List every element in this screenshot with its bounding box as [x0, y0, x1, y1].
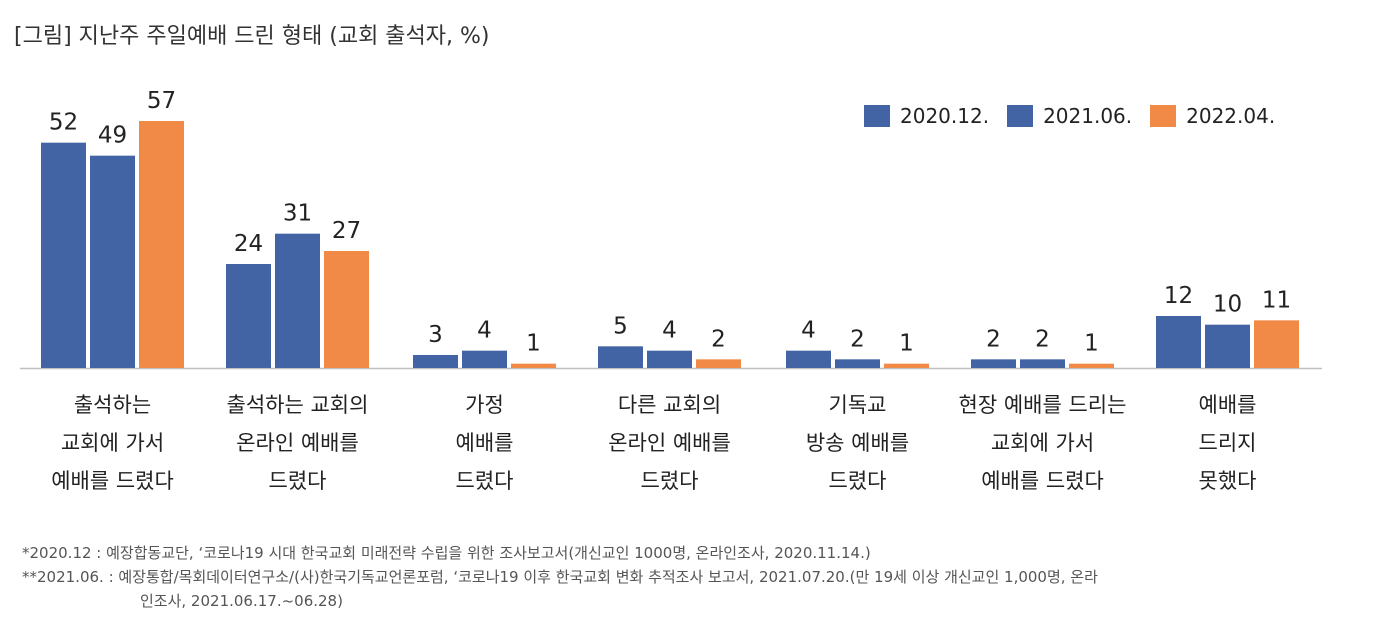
data-label-5-series-1: 4: [801, 318, 816, 344]
category-label-3-line-3: 드렸다: [456, 469, 514, 493]
bar-6-series-3: [1069, 363, 1114, 368]
bar-7-series-1: [1156, 316, 1201, 368]
bar-4-series-3: [696, 359, 741, 368]
legend-label-2022-04: 2022.04.: [1186, 104, 1276, 128]
bar-2-series-1: [226, 264, 271, 368]
bar-5-series-3: [884, 363, 929, 368]
data-label-2-series-3: 27: [332, 218, 361, 244]
data-label-3-series-2: 4: [477, 318, 492, 344]
data-label-6-series-2: 2: [1035, 326, 1050, 352]
category-label-6-line-1: 현장 예배를 드리는: [959, 393, 1127, 417]
data-label-4-series-3: 2: [711, 326, 726, 352]
bar-6-series-2: [1020, 359, 1065, 368]
category-label-6-line-3: 예배를 드렸다: [981, 469, 1104, 493]
data-label-2-series-2: 31: [283, 201, 312, 227]
category-label-2-line-1: 출석하는 교회의: [227, 393, 369, 417]
data-label-6-series-1: 2: [986, 326, 1001, 352]
category-label-5-line-1: 기독교: [829, 393, 887, 417]
category-label-5-line-3: 드렸다: [829, 469, 887, 493]
category-label-7-line-3: 못했다: [1199, 469, 1257, 493]
bar-1-series-1: [41, 142, 86, 368]
bar-5-series-2: [835, 359, 880, 368]
data-label-7-series-1: 12: [1164, 283, 1193, 309]
bar-7-series-2: [1205, 324, 1250, 368]
category-label-4-line-2: 온라인 예배를: [608, 431, 731, 455]
legend: 2020.12. 2021.06. 2022.04.: [864, 104, 1275, 128]
bar-2-series-2: [275, 233, 320, 368]
bar-3-series-1: [413, 355, 458, 368]
category-label-5-line-2: 방송 예배를: [806, 431, 909, 455]
bar-3-series-2: [462, 350, 507, 368]
legend-swatch-2020-12: [864, 105, 890, 127]
source-note-3: 인조사, 2021.06.17.~06.28): [140, 592, 343, 610]
data-label-2-series-1: 24: [234, 231, 263, 257]
legend-label-2021-06: 2021.06.: [1043, 104, 1133, 128]
bar-3-series-3: [511, 363, 556, 368]
category-label-7-line-2: 드리지: [1199, 431, 1257, 455]
legend-item-2020-12: 2020.12.: [864, 104, 989, 128]
category-label-3-line-2: 예배를: [456, 431, 514, 455]
category-label-1-line-3: 예배를 드렸다: [51, 469, 174, 493]
chart-title: [그림] 지난주 주일예배 드린 형태 (교회 출석자, %): [14, 24, 490, 49]
data-label-7-series-2: 10: [1213, 292, 1242, 318]
data-label-1-series-2: 49: [98, 123, 127, 149]
bar-6-series-1: [971, 359, 1016, 368]
category-label-2-line-3: 드렸다: [269, 469, 327, 493]
legend-label-2020-12: 2020.12.: [900, 104, 990, 128]
category-label-4-line-3: 드렸다: [641, 469, 699, 493]
bar-2-series-3: [324, 251, 369, 368]
category-label-7-line-1: 예배를: [1199, 393, 1257, 417]
category-label-4-line-1: 다른 교회의: [618, 393, 721, 417]
legend-item-2021-06: 2021.06.: [1007, 104, 1132, 128]
data-label-3-series-1: 3: [428, 322, 443, 348]
bar-4-series-1: [598, 346, 643, 368]
category-label-2-line-2: 온라인 예배를: [236, 431, 359, 455]
bar-4-series-2: [647, 350, 692, 368]
legend-swatch-2021-06: [1007, 105, 1034, 127]
legend-item-2022-04: 2022.04.: [1150, 104, 1275, 128]
bar-1-series-2: [90, 155, 135, 368]
data-label-7-series-3: 11: [1262, 287, 1291, 313]
bar-7-series-3: [1254, 320, 1299, 368]
source-note-2: **2021.06. : 예장통합/목회데이터연구소/(사)한국기독교언론포럼,…: [22, 568, 1098, 586]
data-label-6-series-3: 1: [1084, 331, 1099, 357]
data-label-5-series-2: 2: [850, 326, 865, 352]
source-note-1: *2020.12 : 예장합동교단, ‘코로나19 시대 한국교회 미래전략 수…: [22, 544, 871, 562]
data-label-4-series-1: 5: [613, 313, 628, 339]
bar-1-series-3: [139, 121, 184, 368]
data-label-1-series-1: 52: [49, 110, 78, 136]
data-label-4-series-2: 4: [662, 318, 677, 344]
category-label-6-line-2: 교회에 가서: [991, 431, 1094, 455]
data-label-1-series-3: 57: [147, 88, 176, 114]
bar-5-series-1: [786, 350, 831, 368]
source-notes: *2020.12 : 예장합동교단, ‘코로나19 시대 한국교회 미래전략 수…: [22, 541, 1098, 613]
legend-swatch-2022-04: [1150, 105, 1177, 127]
category-label-1-line-1: 출석하는: [74, 393, 151, 417]
data-label-3-series-3: 1: [526, 331, 541, 357]
data-label-5-series-3: 1: [899, 331, 914, 357]
category-label-1-line-2: 교회에 가서: [61, 431, 164, 455]
category-label-3-line-1: 가정: [465, 393, 504, 417]
